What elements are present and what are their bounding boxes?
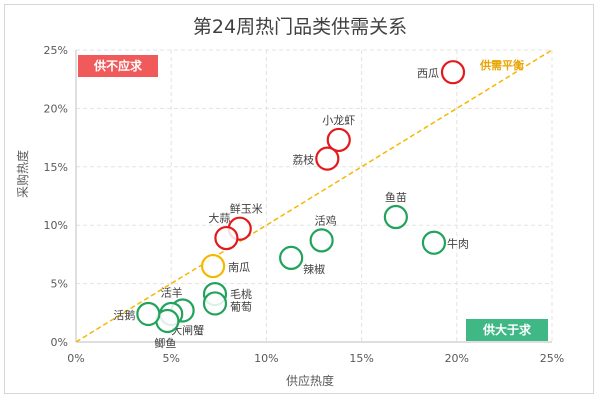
y-tick-label: 5% (51, 278, 68, 291)
data-point-label: 鱼苗 (385, 190, 407, 204)
data-point-label: 大闸蟹 (171, 323, 204, 337)
data-point (309, 228, 334, 253)
data-point-label: 活羊 (161, 285, 183, 299)
x-axis-label: 供应热度 (285, 374, 334, 388)
data-point (136, 301, 161, 327)
data-point-label: 辣椒 (303, 262, 325, 276)
data-point (315, 146, 340, 171)
y-tick-label: 25% (44, 44, 68, 57)
data-point (440, 60, 466, 85)
axes: 0% 5% 10% 15% 20% 25% 0% 5% 10% 15% 20% 25% (44, 44, 565, 365)
x-tick-label: 10% (254, 352, 278, 365)
data-point (200, 253, 226, 279)
data-point-label: 活鹅 (113, 308, 135, 322)
data-point-label: 活鸡 (315, 213, 337, 227)
balance-line (75, 49, 553, 343)
x-tick-label: 5% (162, 352, 179, 365)
zone-label-shortage: 供不应求 (78, 55, 158, 77)
y-tick-label: 20% (44, 102, 68, 115)
data-point (383, 204, 408, 230)
data-point (421, 230, 447, 255)
data-point-label: 大蒜 (208, 211, 230, 225)
data-point-label: 小龙虾 (322, 114, 355, 127)
x-tick-label: 20% (445, 352, 469, 365)
data-point-label: 荔枝 (292, 153, 314, 167)
data-point-label: 西瓜 (417, 67, 439, 80)
data-point-label: 毛桃 (230, 287, 252, 301)
x-tick-label: 25% (540, 352, 564, 365)
data-point (326, 127, 351, 153)
data-point-label: 鲜玉米 (230, 202, 263, 216)
balance-line-label: 供需平衡 (480, 59, 524, 72)
balance-line-path (75, 49, 553, 343)
y-tick-label: 0% (51, 336, 68, 349)
y-axis-label: 采购热度 (16, 149, 30, 198)
data-point-label: 南瓜 (228, 261, 250, 274)
data-point-label: 鲫鱼 (154, 336, 176, 350)
chart-frame (4, 4, 594, 394)
zone-label-surplus: 供大于求 (466, 319, 548, 341)
y-tick-label: 15% (44, 161, 68, 174)
data-point-label: 牛肉 (447, 237, 469, 251)
data-point (279, 245, 304, 271)
x-tick-label: 15% (349, 352, 373, 365)
data-point (214, 225, 239, 251)
y-tick-label: 10% (44, 219, 68, 232)
data-point (202, 291, 228, 316)
x-tick-label: 0% (67, 352, 84, 365)
data-point-label: 葡萄 (230, 300, 252, 313)
grid-lines (76, 49, 553, 342)
chart-title: 第24周热门品类供需关系 (192, 16, 408, 38)
